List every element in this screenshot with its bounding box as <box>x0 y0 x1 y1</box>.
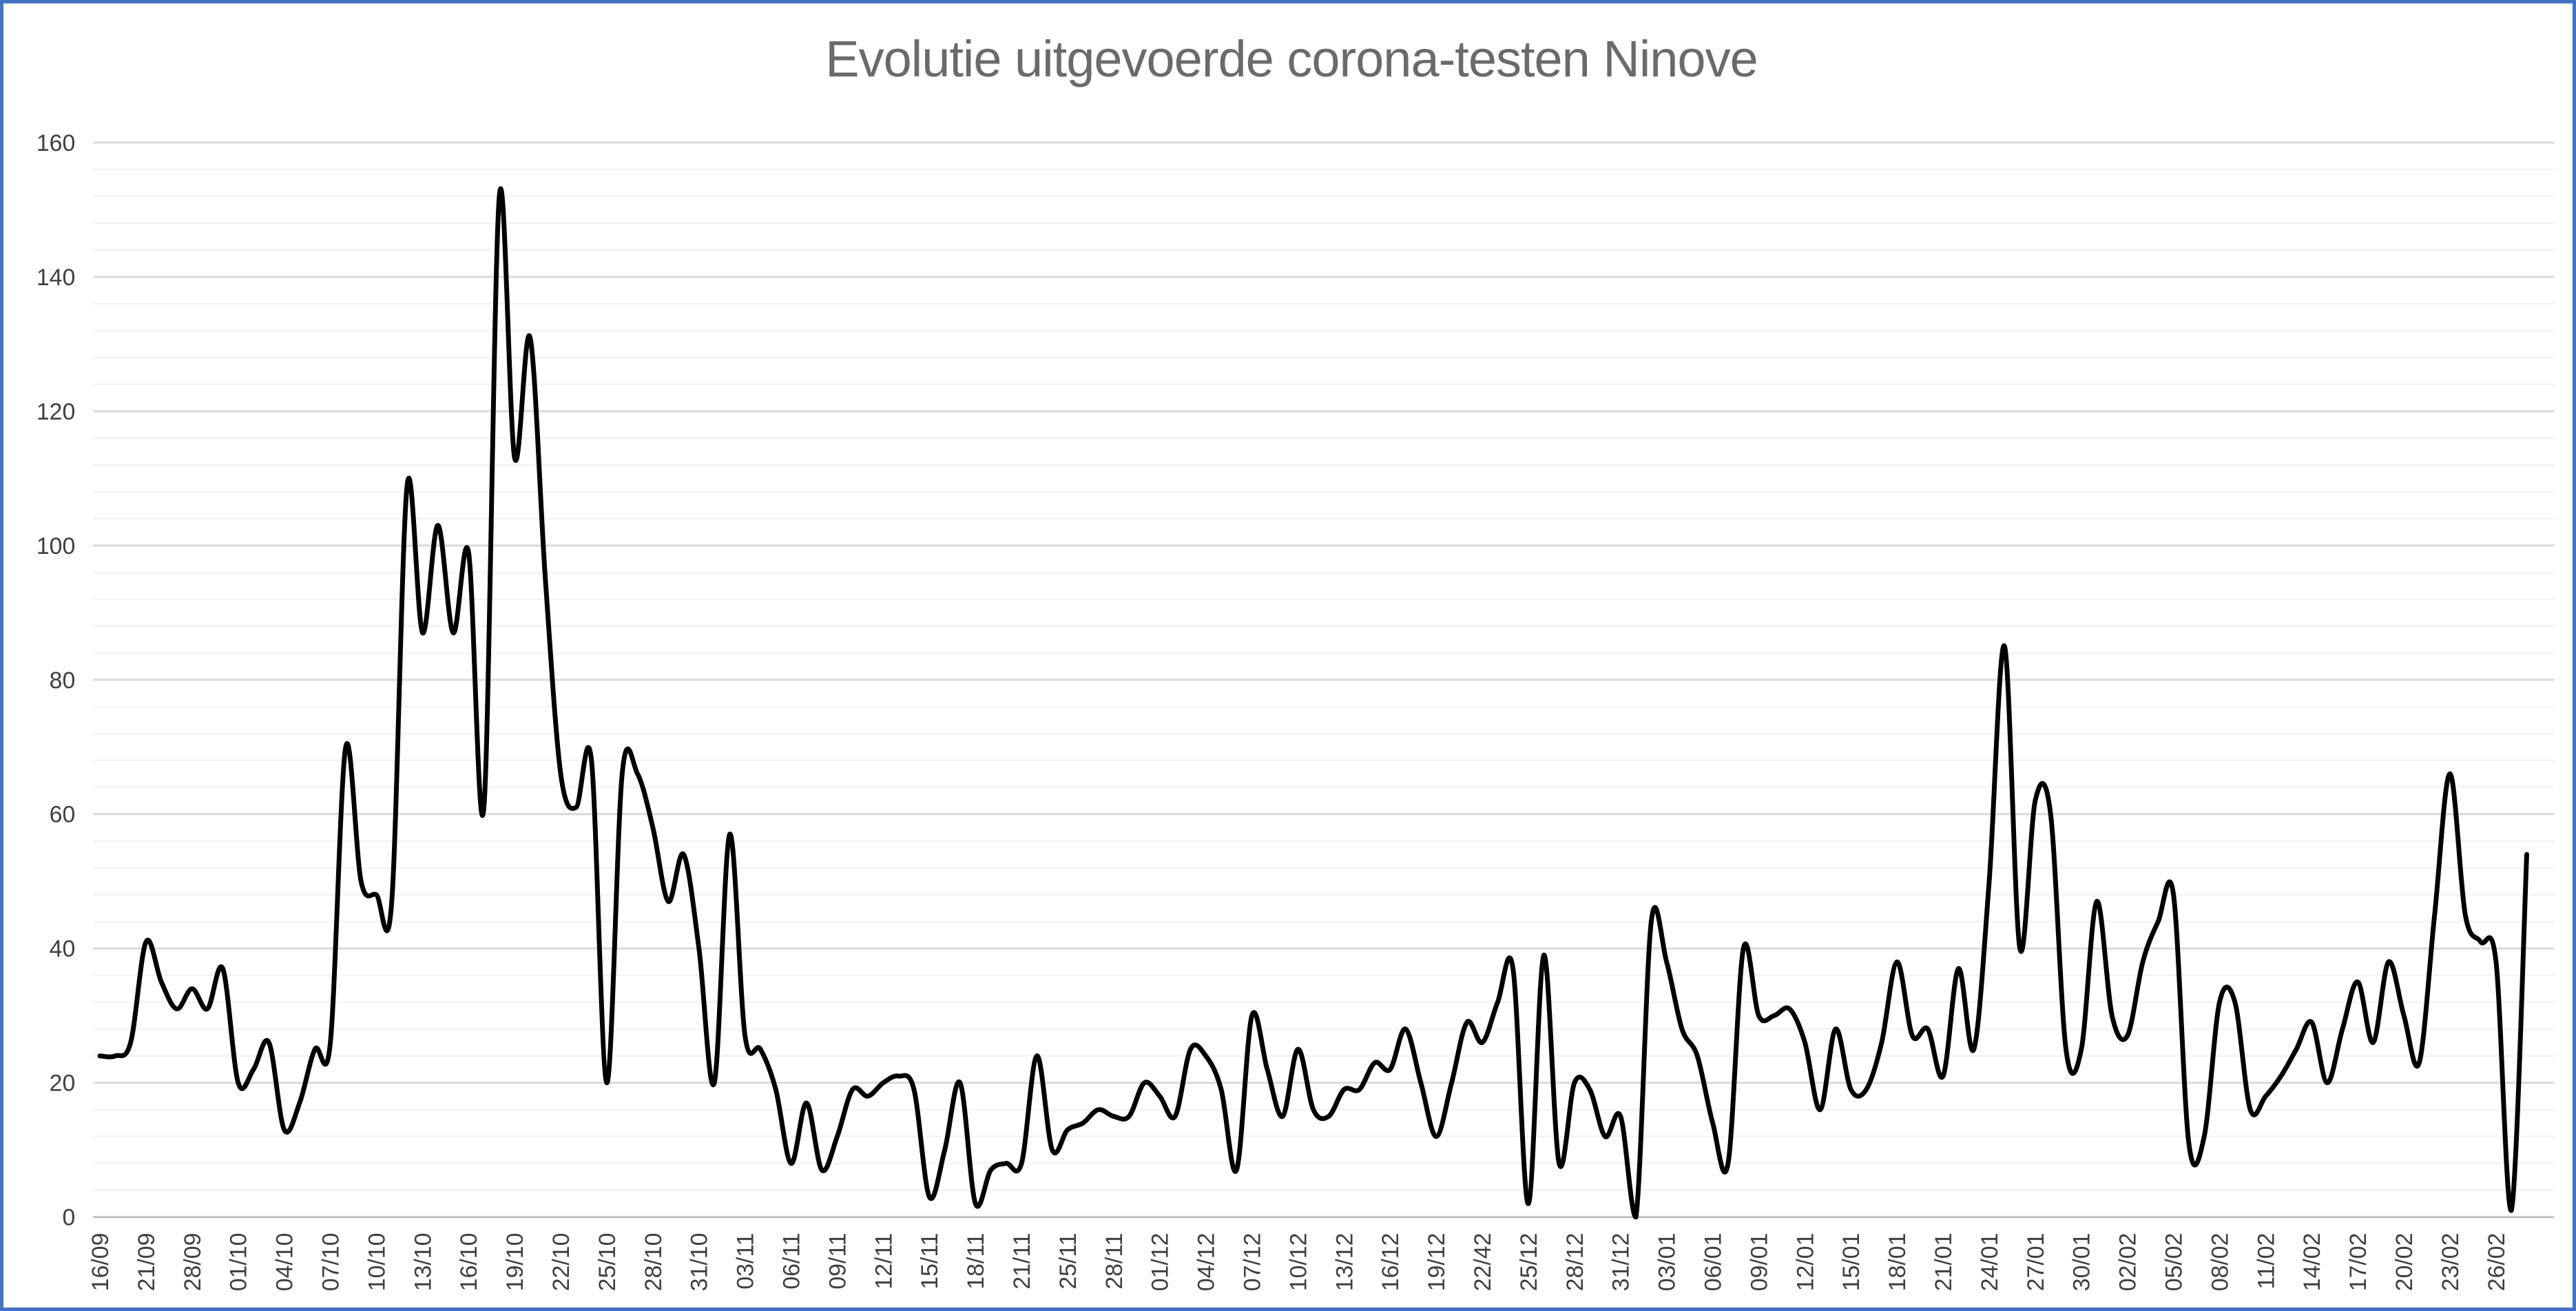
x-axis-label: 06/11 <box>779 1233 805 1290</box>
x-axis-label: 10/10 <box>364 1233 390 1292</box>
y-axis-label: 0 <box>62 1205 75 1231</box>
x-axis-label: 03/11 <box>733 1233 759 1290</box>
x-axis-label: 15/01 <box>1838 1233 1865 1292</box>
major-gridlines <box>93 141 2555 1084</box>
x-axis-label: 07/10 <box>318 1233 344 1292</box>
x-axis-label: 01/10 <box>226 1233 252 1292</box>
x-axis-label: 02/02 <box>2115 1233 2141 1292</box>
line-chart: 0 20 40 60 80 100 120 140 160 16/09 21/09 28/09 01/1… <box>37 130 2555 1292</box>
x-axis-label: 09/01 <box>1746 1233 1772 1292</box>
x-axis-label: 16/10 <box>456 1233 482 1292</box>
x-axis-label: 06/01 <box>1701 1233 1727 1292</box>
x-axis-label: 18/01 <box>1884 1233 1911 1292</box>
x-axis-label: 13/12 <box>1331 1233 1358 1292</box>
y-axis-label: 60 <box>50 802 76 828</box>
x-axis-label: 08/02 <box>2207 1233 2233 1292</box>
x-axis-label: 04/12 <box>1194 1233 1220 1292</box>
x-axis-label: 17/02 <box>2345 1233 2371 1292</box>
x-axis-label: 09/11 <box>824 1233 851 1290</box>
x-axis-label: 27/01 <box>2023 1233 2049 1292</box>
x-axis-labels: 16/09 21/09 28/09 01/10 04/10 07/10 10/10 13/10… <box>87 1233 2510 1292</box>
x-axis-label: 28/09 <box>180 1233 206 1292</box>
y-axis-label: 100 <box>37 533 75 559</box>
x-axis-label: 18/11 <box>963 1233 989 1290</box>
x-axis-label: 21/09 <box>134 1233 160 1292</box>
x-axis-label: 28/10 <box>641 1233 667 1292</box>
y-axis-label: 160 <box>37 130 75 156</box>
x-axis-label: 31/12 <box>1608 1233 1634 1292</box>
x-axis-label: 03/01 <box>1654 1233 1681 1292</box>
x-axis-label: 31/10 <box>687 1233 713 1292</box>
minor-gridlines <box>93 168 2555 1191</box>
x-axis-label: 01/12 <box>1147 1233 1174 1292</box>
x-axis-label: 05/02 <box>2161 1233 2188 1292</box>
y-axis-label: 20 <box>50 1071 76 1097</box>
chart-title: Evolutie uitgevoerde corona-testen Ninov… <box>825 30 1758 87</box>
series-line <box>97 186 2529 1220</box>
x-axis-label: 21/01 <box>1931 1233 1957 1292</box>
x-axis-label: 20/02 <box>2391 1233 2418 1292</box>
x-axis-label: 28/11 <box>1101 1233 1128 1290</box>
x-axis-label: 04/10 <box>272 1233 298 1292</box>
x-axis-label: 19/12 <box>1424 1233 1450 1292</box>
x-axis-label: 25/12 <box>1516 1233 1542 1292</box>
x-axis-label: 30/01 <box>2069 1233 2095 1292</box>
x-axis-label: 26/02 <box>2484 1233 2510 1292</box>
y-axis-labels: 0 20 40 60 80 100 120 140 160 <box>37 130 75 1231</box>
x-axis-label: 25/10 <box>594 1233 621 1292</box>
x-axis-label: 24/01 <box>1977 1233 2003 1292</box>
y-axis-label: 80 <box>50 668 76 694</box>
x-axis-label: 15/11 <box>917 1233 943 1290</box>
x-axis-label: 22/42 <box>1470 1233 1496 1292</box>
x-axis-label: 14/02 <box>2299 1233 2325 1292</box>
y-axis-label: 140 <box>37 265 75 291</box>
x-axis-label: 22/10 <box>548 1233 574 1292</box>
x-axis-label: 16/09 <box>87 1233 114 1292</box>
x-axis-label: 25/11 <box>1055 1233 1081 1290</box>
x-axis-label: 13/10 <box>410 1233 436 1292</box>
y-axis-label: 40 <box>50 936 76 962</box>
x-axis-label: 28/12 <box>1562 1233 1588 1292</box>
x-axis-label: 23/02 <box>2438 1233 2464 1292</box>
x-axis-label: 07/12 <box>1240 1233 1266 1292</box>
x-axis-label: 19/10 <box>502 1233 528 1292</box>
x-axis-label: 11/02 <box>2253 1233 2279 1290</box>
x-axis-label: 12/01 <box>1792 1233 1818 1292</box>
x-axis-label: 12/11 <box>871 1233 897 1290</box>
x-axis-label: 21/11 <box>1009 1233 1035 1290</box>
x-axis-label: 10/12 <box>1285 1233 1311 1292</box>
y-axis-label: 120 <box>37 399 75 425</box>
x-axis-label: 16/12 <box>1378 1233 1404 1292</box>
